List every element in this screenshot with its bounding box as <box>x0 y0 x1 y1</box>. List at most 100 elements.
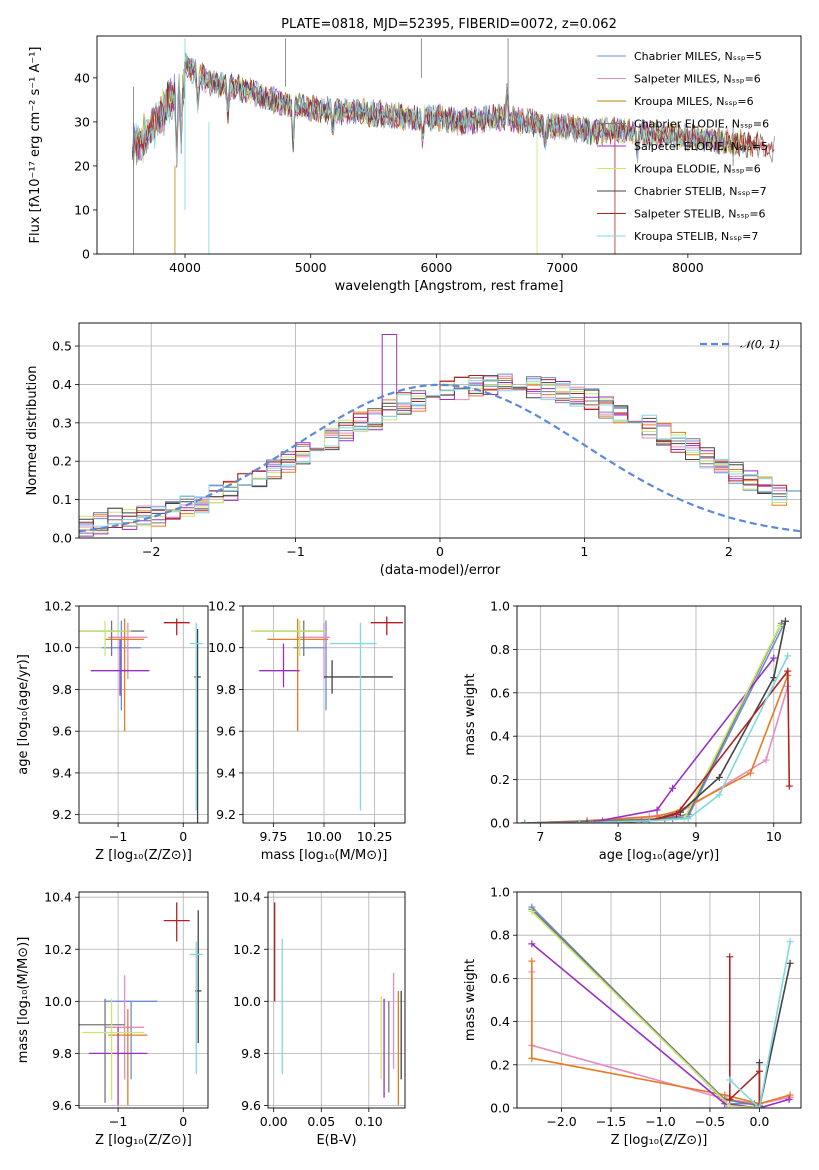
y-tick-label: 0.0 <box>490 816 510 831</box>
data-point <box>82 998 145 1101</box>
data-point <box>267 618 329 732</box>
data-point <box>370 616 403 636</box>
plot-frame <box>78 322 802 539</box>
y-tick-label: 9.6 <box>241 1098 261 1113</box>
plus-marker <box>755 1059 763 1067</box>
legend-entry: 𝒩(0, 1) <box>740 338 780 351</box>
plus-marker <box>781 617 789 625</box>
plus-marker <box>528 957 536 965</box>
y-tick-label: 0.2 <box>490 1057 510 1072</box>
y-tick-label: 0.6 <box>490 971 510 986</box>
plus-marker <box>726 1095 734 1103</box>
spectrum-panel: 4000 5000 6000 7000 8000 0 10 20 30 40 wavelength … <box>28 17 802 294</box>
y-tick-label: 9.8 <box>241 1046 261 1061</box>
y-axis-label: mass weight <box>463 673 478 755</box>
y-tick-label: 1.0 <box>490 885 510 900</box>
x-axis-label: Z [log₁₀(Z/Z⊙)] <box>95 1133 192 1148</box>
y-tick-label: 0.3 <box>52 415 72 430</box>
x-tick-label: −0.5 <box>695 1114 725 1129</box>
data-point <box>108 622 148 680</box>
weight-series <box>530 961 791 1105</box>
plus-marker <box>786 1091 794 1099</box>
data-point <box>163 618 190 636</box>
y-tick-label: 9.6 <box>52 1098 72 1113</box>
age-weight-panel: 7 8 9 10 0.0 0.2 0.4 0.6 0.8 1.0 age [log₁₀(age/yr… <box>463 599 802 863</box>
data-point <box>105 1000 158 1080</box>
y-tick-label: 0.8 <box>490 928 510 943</box>
error-bars <box>79 618 203 823</box>
plot-frame <box>78 605 209 824</box>
y-tick-label: 10.4 <box>233 890 261 905</box>
x-tick-label: 6000 <box>421 260 453 275</box>
plus-marker <box>784 667 792 675</box>
z-mass-panel: −1 0 9.6 9.8 10.0 10.2 10.4 Z [log₁₀(Z/Z⊙)] mass… <box>16 890 209 1148</box>
y-tick-label: 0.4 <box>490 1014 510 1029</box>
y-tick-label: 40 <box>74 70 90 85</box>
data-point <box>255 620 324 657</box>
y-tick-label: 9.8 <box>216 682 236 697</box>
weight-series <box>524 657 775 823</box>
plus-marker <box>528 1054 536 1062</box>
x-tick-label: −2 <box>142 544 160 559</box>
data-point <box>105 618 145 732</box>
weight-series <box>524 655 789 823</box>
plus-marker <box>673 810 681 818</box>
y-tick-label: 1.0 <box>490 599 510 614</box>
weight-series <box>524 625 781 823</box>
plus-marker <box>521 819 529 823</box>
residual-panel: −2 −1 0 1 2 0.0 0.1 0.2 0.3 0.4 0.5 (data-model)/er… <box>25 322 802 578</box>
z-age-panel: −1 0 9.2 9.4 9.6 9.8 10.0 10.2 Z [log₁₀(Z/Z⊙)] ag… <box>16 599 209 863</box>
y-tick-label: 20 <box>74 158 90 173</box>
x-tick-label: 5000 <box>295 260 327 275</box>
x-tick-label: −1 <box>286 544 304 559</box>
weight-series <box>524 621 787 823</box>
y-axis-label: Normed distribution <box>25 366 40 496</box>
x-tick-label: 1 <box>580 544 588 559</box>
weight-series <box>728 956 761 1108</box>
x-axis-label: mass [log₁₀(M/M⊙)] <box>261 848 388 863</box>
data-point <box>189 622 203 811</box>
plus-marker <box>653 806 661 814</box>
data-point <box>163 902 190 942</box>
x-tick-label: 8000 <box>672 260 704 275</box>
weight-lines <box>521 617 793 823</box>
gaussian-curve <box>79 383 801 533</box>
y-tick-label: 9.6 <box>216 724 236 739</box>
y-axis-label: mass weight <box>463 959 478 1041</box>
plot-frame <box>242 605 406 824</box>
plot-frame <box>78 891 209 1109</box>
plus-marker <box>785 782 793 790</box>
plus-marker <box>755 1104 763 1108</box>
plus-marker <box>746 769 754 777</box>
data-point <box>79 998 125 1103</box>
y-tick-label: 0.4 <box>490 729 510 744</box>
y-tick-label: 0 <box>82 247 90 262</box>
legend-entry: Chabrier STELIB, Nₛₛₚ=7 <box>634 185 767 198</box>
legend-entry: Salpeter ELODIE, Nₛₛₚ=5 <box>634 140 768 153</box>
plus-marker <box>583 819 591 823</box>
x-tick-label: 0 <box>179 1114 187 1129</box>
plus-marker <box>785 1095 793 1103</box>
y-tick-label: 0.2 <box>52 454 72 469</box>
y-tick-label: 10.2 <box>208 599 236 614</box>
weight-series <box>524 668 791 823</box>
x-tick-label: 8 <box>614 829 622 844</box>
x-tick-label: 9 <box>692 829 700 844</box>
x-axis-label: Z [log₁₀(Z/Z⊙)] <box>611 1133 708 1148</box>
plus-marker <box>715 791 723 799</box>
plus-marker <box>575 819 583 823</box>
legend-entry: Kroupa ELODIE, Nₛₛₚ=6 <box>634 163 761 176</box>
z-weight-panel: −2.0 −1.5 −1.0 −0.5 0.0 0.0 0.2 0.4 0.6 0.8 1.0 Z [… <box>463 885 802 1148</box>
x-tick-label: 10.00 <box>306 829 342 844</box>
data-point <box>90 639 150 696</box>
data-point <box>259 643 300 688</box>
x-axis-label: (data-model)/error <box>380 563 501 578</box>
y-tick-label: 0.2 <box>490 772 510 787</box>
plus-marker <box>645 817 653 823</box>
data-point <box>79 620 132 657</box>
data-point <box>105 975 145 1080</box>
x-tick-label: −1 <box>109 1114 127 1129</box>
plot-frame <box>96 35 802 255</box>
data-point <box>324 660 393 694</box>
